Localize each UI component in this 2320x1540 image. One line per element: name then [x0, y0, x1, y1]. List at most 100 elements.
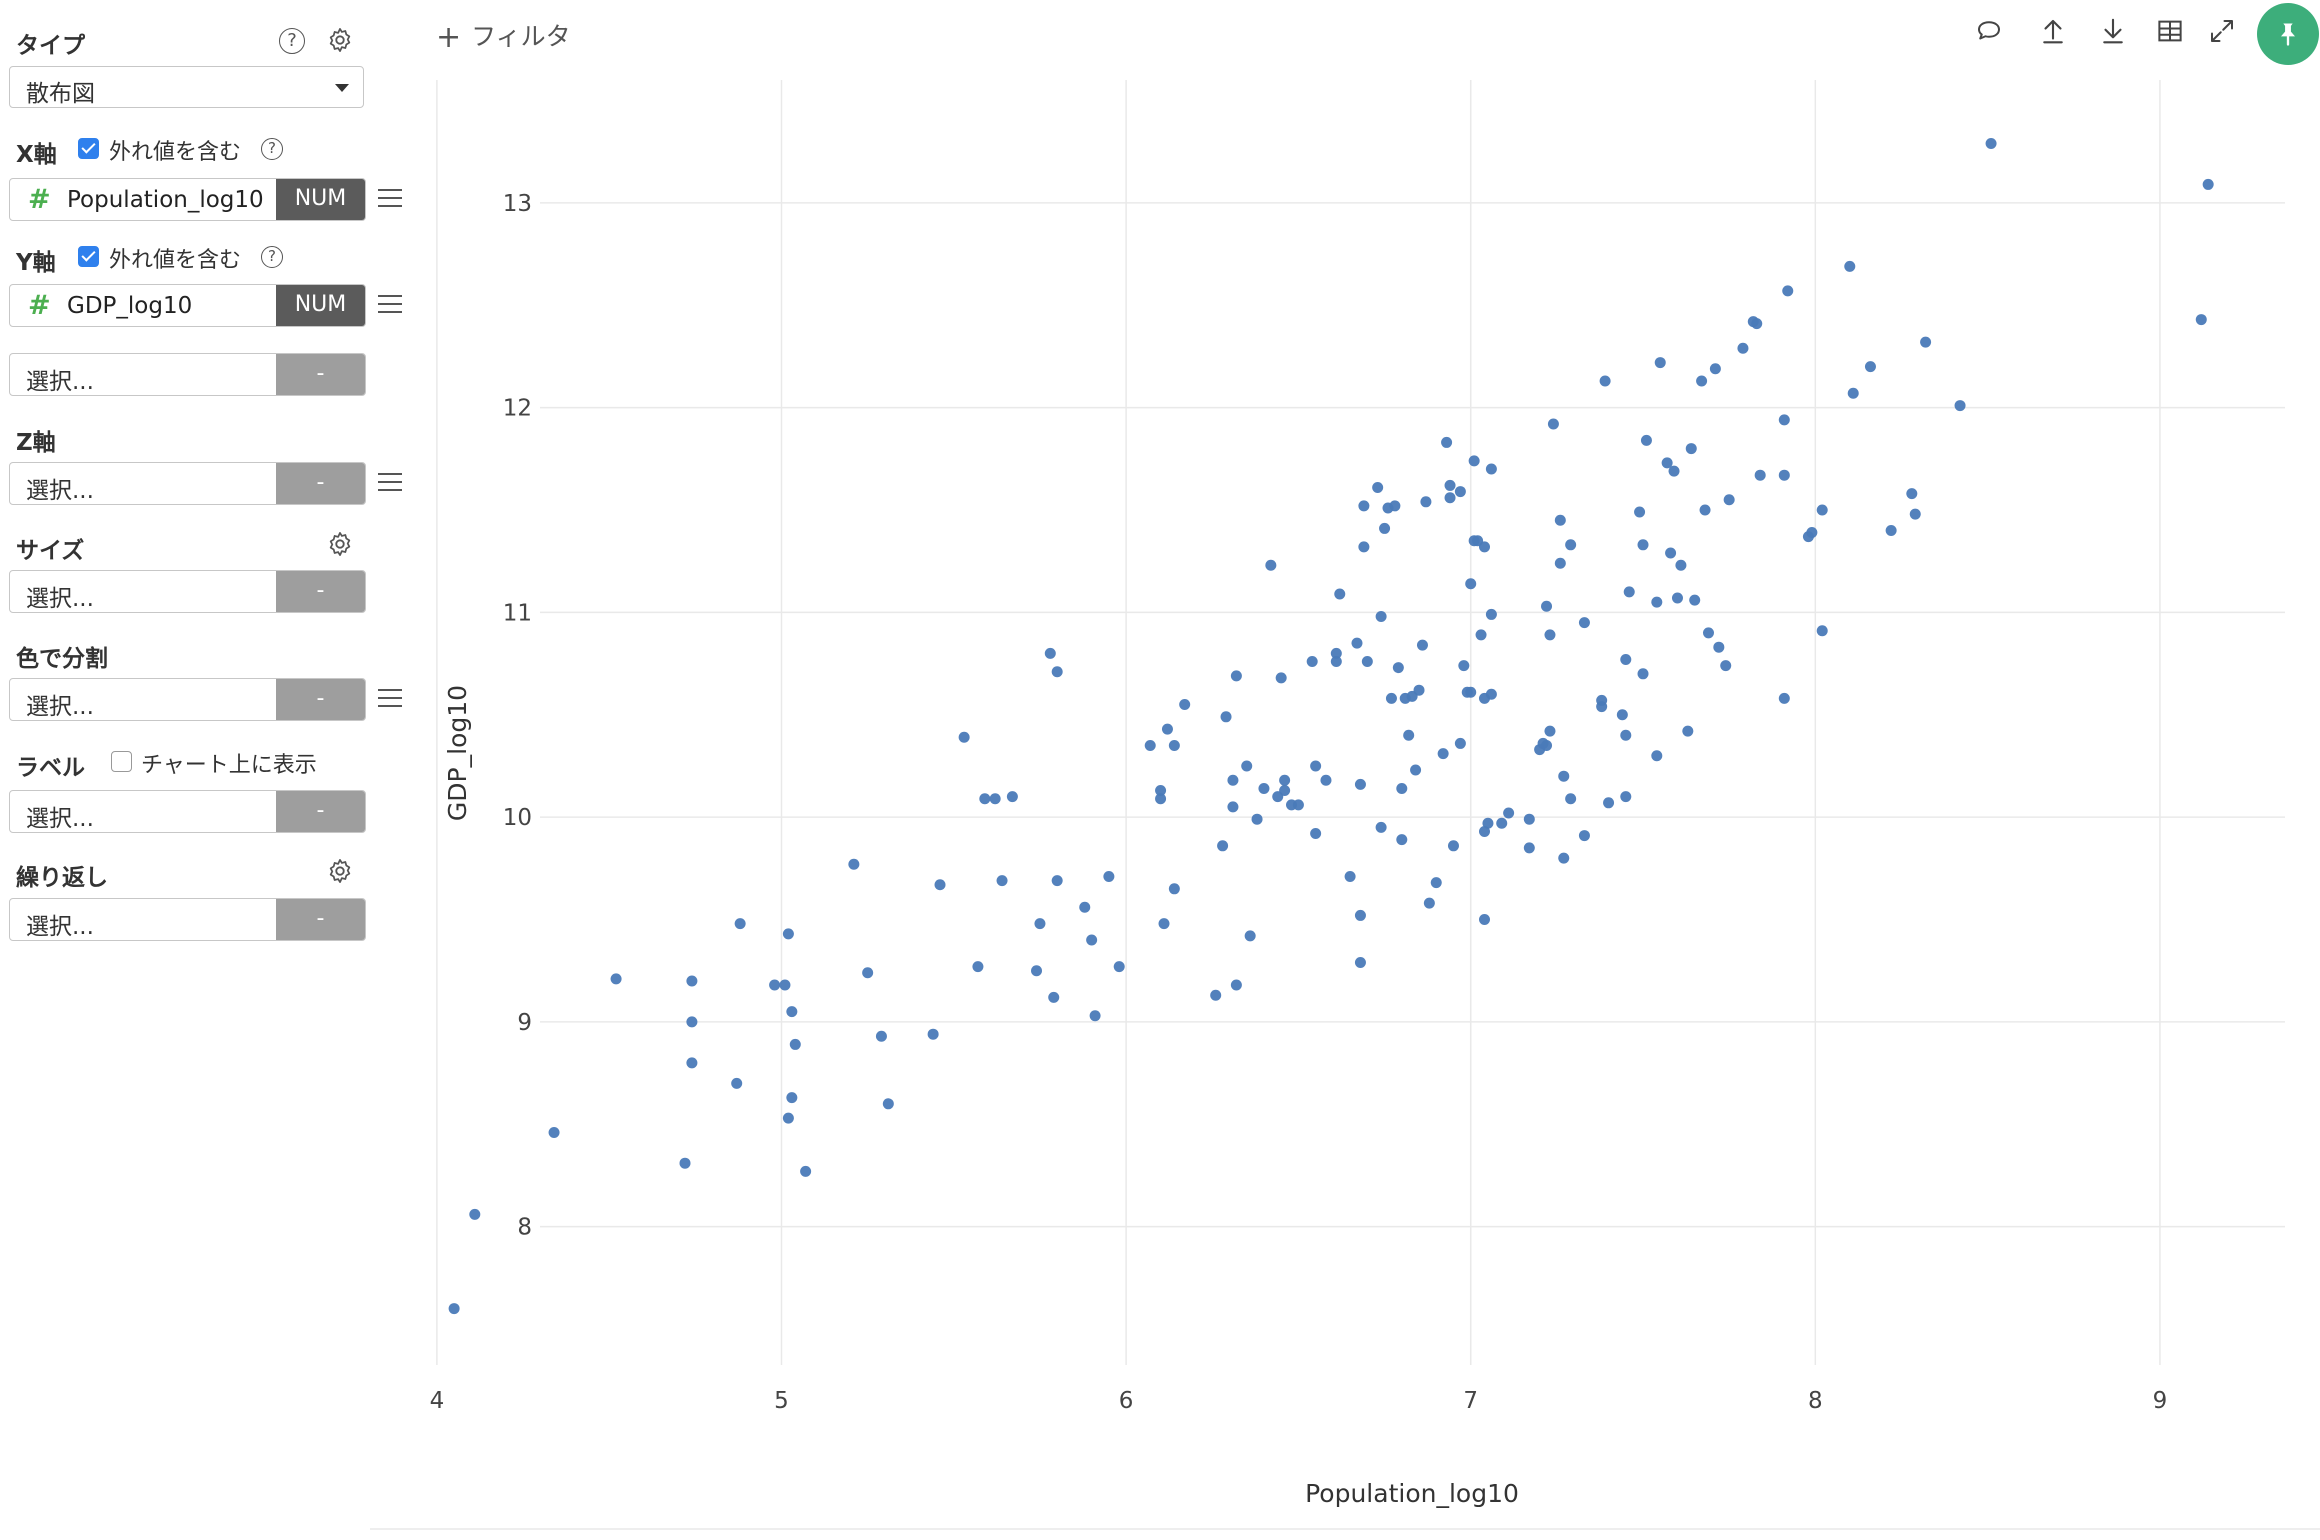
data-point[interactable] — [1675, 559, 1687, 571]
data-point[interactable] — [1416, 639, 1428, 651]
data-point[interactable] — [1444, 479, 1456, 491]
data-point[interactable] — [1230, 979, 1242, 991]
data-point[interactable] — [1034, 918, 1046, 930]
data-point[interactable] — [1620, 653, 1632, 665]
data-point[interactable] — [1044, 647, 1056, 659]
data-point[interactable] — [1168, 883, 1180, 895]
data-point[interactable] — [1155, 793, 1167, 805]
data-point[interactable] — [1806, 527, 1818, 539]
data-point[interactable] — [1637, 668, 1649, 680]
data-point[interactable] — [1458, 660, 1470, 672]
data-point[interactable] — [1161, 723, 1173, 735]
data-point[interactable] — [1158, 918, 1170, 930]
data-point[interactable] — [779, 979, 791, 991]
data-point[interactable] — [1682, 725, 1694, 737]
data-point[interactable] — [786, 1092, 798, 1104]
data-point[interactable] — [1558, 770, 1570, 782]
label-field[interactable]: 選択... - — [9, 790, 366, 833]
data-point[interactable] — [1372, 481, 1384, 493]
show-on-chart-checkbox[interactable] — [111, 751, 132, 772]
data-point[interactable] — [1354, 957, 1366, 969]
data-point[interactable] — [972, 961, 984, 973]
data-point[interactable] — [1751, 318, 1763, 330]
data-point[interactable] — [686, 1016, 698, 1028]
help-icon[interactable]: ? — [261, 246, 283, 268]
data-point[interactable] — [1031, 965, 1043, 977]
data-point[interactable] — [1310, 760, 1322, 772]
data-point[interactable] — [786, 1006, 798, 1018]
data-point[interactable] — [782, 1112, 794, 1124]
data-point[interactable] — [1227, 774, 1239, 786]
data-point[interactable] — [1599, 375, 1611, 387]
x-include-outliers-checkbox[interactable] — [78, 138, 99, 159]
data-point[interactable] — [1420, 496, 1432, 508]
data-point[interactable] — [1720, 660, 1732, 672]
data-point[interactable] — [1541, 600, 1553, 612]
data-point[interactable] — [1144, 739, 1156, 751]
data-point[interactable] — [1754, 469, 1766, 481]
data-point[interactable] — [1275, 672, 1287, 684]
data-point[interactable] — [1478, 914, 1490, 926]
data-point[interactable] — [1778, 692, 1790, 704]
data-point[interactable] — [1361, 656, 1373, 668]
gear-icon[interactable] — [326, 857, 354, 885]
data-point[interactable] — [958, 731, 970, 743]
table-icon[interactable] — [2155, 16, 2185, 46]
size-field[interactable]: 選択... - — [9, 570, 366, 613]
data-point[interactable] — [1006, 791, 1018, 803]
data-point[interactable] — [1654, 357, 1666, 369]
data-point[interactable] — [1354, 778, 1366, 790]
data-point[interactable] — [1441, 436, 1453, 448]
data-point[interactable] — [1503, 807, 1515, 819]
data-point[interactable] — [1465, 686, 1477, 698]
data-point[interactable] — [1578, 830, 1590, 842]
data-point[interactable] — [875, 1030, 887, 1042]
expand-icon[interactable] — [2207, 16, 2237, 46]
data-point[interactable] — [1906, 488, 1918, 500]
data-point[interactable] — [1496, 817, 1508, 829]
x-axis-menu-icon[interactable] — [378, 188, 402, 208]
data-point[interactable] — [1310, 828, 1322, 840]
data-point[interactable] — [1847, 387, 1859, 399]
data-point[interactable] — [448, 1303, 460, 1315]
comment-icon[interactable] — [1974, 16, 2004, 46]
data-point[interactable] — [1523, 813, 1535, 825]
chart-type-select[interactable]: 散布図 — [9, 66, 364, 108]
data-point[interactable] — [1620, 791, 1632, 803]
data-point[interactable] — [1447, 840, 1459, 852]
data-point[interactable] — [1358, 500, 1370, 512]
data-point[interactable] — [1279, 774, 1291, 786]
data-point[interactable] — [1079, 901, 1091, 913]
data-point[interactable] — [1558, 852, 1570, 864]
data-point[interactable] — [686, 1057, 698, 1069]
data-point[interactable] — [782, 928, 794, 940]
data-point[interactable] — [1220, 711, 1232, 723]
data-point[interactable] — [2202, 178, 2214, 190]
data-point[interactable] — [1230, 670, 1242, 682]
data-point[interactable] — [1344, 871, 1356, 883]
data-point[interactable] — [1292, 799, 1304, 811]
data-point[interactable] — [1086, 934, 1098, 946]
z-axis-field[interactable]: 選択... - — [9, 462, 366, 505]
data-point[interactable] — [1634, 506, 1646, 518]
data-point[interactable] — [1782, 285, 1794, 297]
data-point[interactable] — [1403, 729, 1415, 741]
data-point[interactable] — [1217, 840, 1229, 852]
data-point[interactable] — [1665, 547, 1677, 559]
data-point[interactable] — [979, 793, 991, 805]
data-point[interactable] — [1668, 465, 1680, 477]
add-filter-button[interactable]: + フィルタ — [436, 17, 571, 55]
data-point[interactable] — [1330, 656, 1342, 668]
help-icon[interactable]: ? — [261, 138, 283, 160]
data-point[interactable] — [1155, 785, 1167, 797]
data-point[interactable] — [1699, 504, 1711, 516]
data-point[interactable] — [1279, 785, 1291, 797]
data-point[interactable] — [1985, 137, 1997, 149]
data-point[interactable] — [1113, 961, 1125, 973]
data-point[interactable] — [734, 918, 746, 930]
z-axis-menu-icon[interactable] — [378, 472, 402, 492]
data-point[interactable] — [1482, 817, 1494, 829]
data-point[interactable] — [1713, 641, 1725, 653]
data-point[interactable] — [1051, 875, 1063, 887]
data-point[interactable] — [1330, 647, 1342, 659]
